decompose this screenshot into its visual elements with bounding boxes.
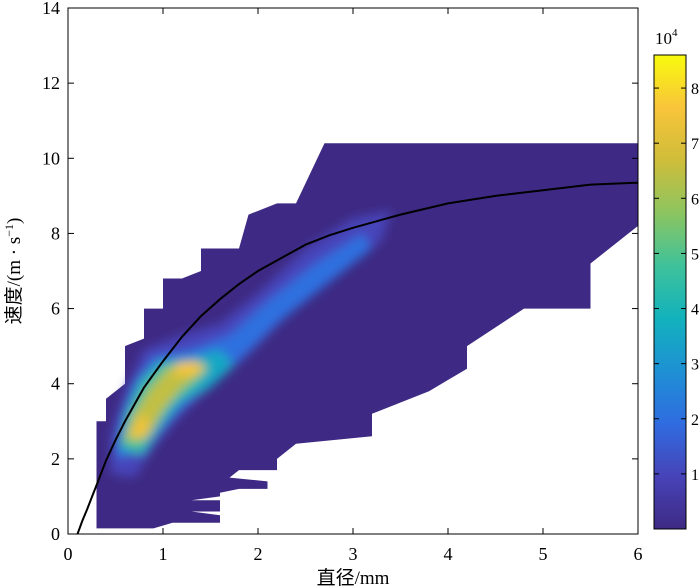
colorbar-tick-label: 4 xyxy=(691,302,699,319)
colorbar-frame xyxy=(653,54,687,530)
colorbar-multiplier-exponent: 4 xyxy=(672,27,678,39)
y-axis-ticks: 0 2 4 6 8 10 12 14 xyxy=(42,0,638,544)
density-layer xyxy=(96,143,638,531)
colorbar-gradient xyxy=(654,55,686,529)
y-axis-label-exponent: −1 xyxy=(2,224,16,237)
colorbar-tick-label: 6 xyxy=(691,191,699,208)
y-tick-label: 0 xyxy=(51,524,60,544)
fit-curve xyxy=(76,181,638,534)
density-core xyxy=(110,210,392,478)
density-level-5 xyxy=(129,413,149,441)
y-tick-label: 14 xyxy=(42,0,60,18)
x-tick-label: 4 xyxy=(444,544,453,564)
colorbar-tick-label: 7 xyxy=(691,136,699,153)
x-tick-label: 3 xyxy=(349,544,358,564)
y-tick-label: 2 xyxy=(51,449,60,469)
x-axis-ticks: 0 1 2 3 4 5 6 xyxy=(64,8,643,564)
colorbar-tick-label: 1 xyxy=(691,467,699,484)
x-tick-label: 2 xyxy=(254,544,263,564)
x-tick-label: 1 xyxy=(159,544,168,564)
colorbar-tick-label: 3 xyxy=(691,357,699,374)
x-tick-label: 6 xyxy=(634,544,643,564)
colorbar-ticks: 1 2 3 4 5 6 7 8 xyxy=(654,81,699,484)
x-axis-label: 直径/mm xyxy=(317,567,390,588)
y-tick-label: 12 xyxy=(42,73,60,93)
colorbar-multiplier-base: 10 xyxy=(655,29,672,48)
x-tick-label: 0 xyxy=(64,544,73,564)
x-tick-label: 5 xyxy=(539,544,548,564)
y-tick-label: 4 xyxy=(51,374,60,394)
y-axis-label-close: ) xyxy=(4,218,25,224)
y-axis-label: 速度/(m · s−1) xyxy=(2,218,25,325)
colorbar-tick-label: 5 xyxy=(691,246,699,263)
y-tick-label: 8 xyxy=(51,223,60,243)
y-tick-label: 6 xyxy=(51,299,60,319)
colorbar-tick-label: 2 xyxy=(691,412,699,429)
density-level-6 xyxy=(172,361,206,377)
colorbar-multiplier: 104 xyxy=(655,27,678,48)
y-axis-label-main: 速度/(m · s xyxy=(3,237,25,325)
density-region-base xyxy=(96,143,638,531)
y-tick-label: 10 xyxy=(42,148,60,168)
colorbar-tick-label: 8 xyxy=(691,81,699,98)
